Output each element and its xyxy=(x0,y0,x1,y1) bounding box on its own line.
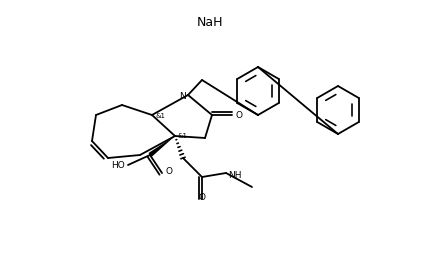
Text: &1: &1 xyxy=(177,133,187,139)
Text: NH: NH xyxy=(228,171,241,180)
Text: O: O xyxy=(198,193,206,202)
Polygon shape xyxy=(149,136,175,157)
Text: O: O xyxy=(165,167,172,176)
Text: NaH: NaH xyxy=(197,17,223,29)
Text: HO: HO xyxy=(111,160,125,169)
Text: &1: &1 xyxy=(155,113,165,119)
Text: O: O xyxy=(236,110,243,119)
Text: N: N xyxy=(179,92,186,101)
